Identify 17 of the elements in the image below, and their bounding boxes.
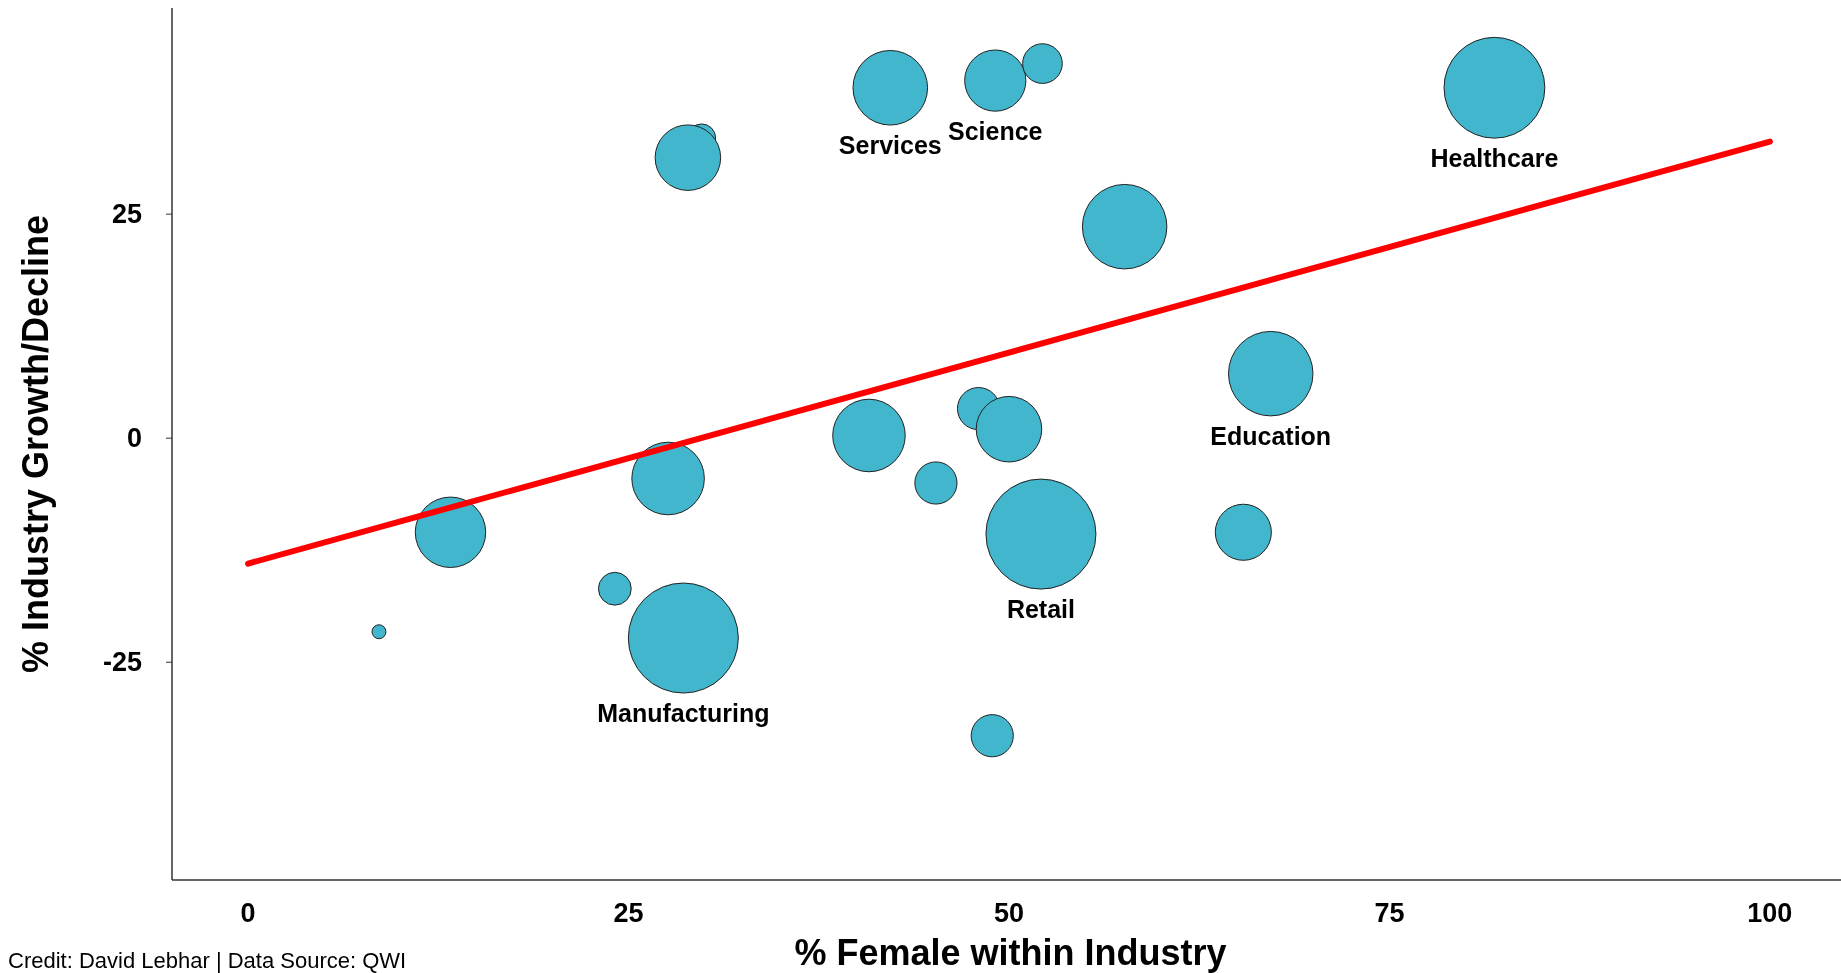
x-tick-label: 100 bbox=[1747, 898, 1793, 928]
annotation: Education bbox=[1210, 421, 1332, 450]
x-axis-title: % Female within Industry bbox=[794, 932, 1227, 973]
annotation: Services bbox=[838, 131, 942, 160]
x-tick-label: 0 bbox=[240, 898, 256, 928]
text: Credit: David Lebhar | Data Source: QWI bbox=[8, 948, 407, 973]
y-tick-label: 0 bbox=[126, 423, 142, 454]
annotation: Science bbox=[948, 117, 1043, 146]
annotation: Retail bbox=[1006, 595, 1075, 624]
y-tick-label: -25 bbox=[102, 647, 142, 678]
y-axis-title: % Industry Growth/Decline bbox=[15, 214, 56, 674]
x-tick-label: 50 bbox=[993, 898, 1024, 928]
y-tick-label: 25 bbox=[111, 199, 142, 230]
annotation: Healthcare bbox=[1430, 144, 1559, 173]
x-tick-label: 75 bbox=[1374, 898, 1405, 928]
annotation: Manufacturing bbox=[597, 699, 770, 728]
x-tick-label: 25 bbox=[613, 898, 644, 928]
